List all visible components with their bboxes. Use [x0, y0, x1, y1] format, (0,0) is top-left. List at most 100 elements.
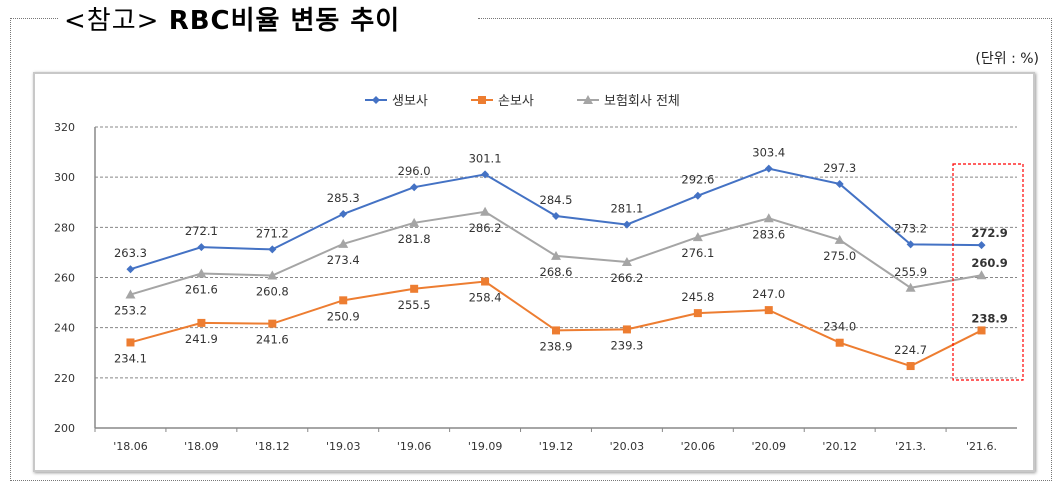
x-tick-label: '20.09 [752, 440, 787, 453]
title-text: RBC비율 변동 추이 [168, 6, 401, 36]
data-point [339, 210, 348, 219]
data-label: 275.0 [823, 249, 856, 263]
data-label: 241.9 [185, 332, 218, 346]
x-tick-label: '19.03 [326, 440, 361, 453]
data-point [977, 241, 986, 250]
legend-label: 보험회사 전체 [604, 94, 680, 109]
frame-top-left [10, 18, 60, 19]
data-point [552, 326, 560, 335]
data-point [764, 306, 773, 315]
data-label: 281.1 [610, 202, 643, 216]
data-label: 272.1 [185, 224, 218, 238]
data-point [197, 243, 206, 252]
data-label: 301.1 [469, 151, 502, 165]
x-tick-label: '18.09 [184, 440, 219, 453]
data-point [622, 325, 631, 334]
data-point [622, 220, 631, 229]
data-point [693, 191, 702, 200]
data-label: 255.5 [398, 298, 431, 312]
legend-label: 손보사 [498, 94, 534, 109]
data-point [126, 338, 135, 347]
data-point [480, 206, 491, 216]
data-point [692, 232, 703, 242]
x-tick-label: '20.12 [822, 440, 857, 453]
data-point [552, 212, 560, 221]
data-label: 273.4 [327, 253, 360, 267]
data-point [764, 164, 773, 173]
data-label: 238.9 [540, 339, 573, 353]
data-label: 272.9 [971, 226, 1007, 240]
data-point [268, 245, 277, 254]
y-tick-label: 260 [54, 272, 75, 285]
data-point [409, 217, 420, 227]
y-tick-label: 240 [54, 322, 75, 335]
data-point [834, 234, 845, 244]
y-tick-label: 300 [54, 171, 75, 184]
y-tick-label: 320 [54, 121, 75, 134]
data-label: 283.6 [752, 227, 785, 241]
data-point [835, 338, 844, 347]
title-prefix: <참고> [64, 6, 160, 36]
x-tick-label: '19.09 [468, 440, 503, 453]
data-point [906, 362, 915, 371]
data-point [268, 319, 277, 328]
data-label: 263.3 [114, 246, 147, 260]
data-label: 241.6 [256, 333, 289, 347]
data-label: 284.5 [540, 193, 573, 207]
x-tick-label: '19.06 [397, 440, 432, 453]
data-label: 261.6 [185, 282, 218, 296]
data-point [621, 256, 632, 266]
data-point [551, 250, 561, 260]
data-label: 297.3 [823, 161, 856, 175]
data-label: 224.7 [894, 343, 927, 357]
data-label: 260.9 [971, 256, 1007, 270]
data-label: 234.0 [823, 320, 856, 334]
x-tick-label: '21.6. [966, 440, 997, 453]
data-label: 273.2 [894, 221, 927, 235]
data-label: 303.4 [752, 146, 785, 160]
data-label: 239.3 [610, 338, 643, 352]
chart-box [33, 72, 1035, 472]
data-point [410, 284, 419, 293]
data-label: 281.8 [398, 232, 431, 246]
data-point [835, 179, 844, 188]
data-label: 276.1 [681, 246, 714, 260]
data-point [481, 277, 490, 286]
data-label: 247.0 [752, 287, 785, 301]
data-label: 260.8 [256, 284, 289, 298]
legend-marker [583, 95, 593, 104]
data-label: 238.9 [971, 311, 1007, 325]
data-point [906, 240, 915, 249]
page-title: <참고> RBC비율 변동 추이 [58, 0, 407, 37]
x-tick-label: '21.3. [895, 440, 926, 453]
x-tick-label: '19.12 [539, 440, 574, 453]
frame [10, 18, 1052, 481]
data-label: 292.6 [681, 173, 714, 187]
data-point [125, 289, 136, 299]
data-point [338, 238, 349, 248]
y-tick-label: 280 [54, 221, 75, 234]
data-point [410, 183, 419, 192]
data-point [126, 265, 135, 274]
data-label: 285.3 [327, 191, 360, 205]
data-label: 268.6 [540, 265, 573, 279]
x-tick-label: '20.03 [610, 440, 645, 453]
unit-label: (단위 : %) [975, 51, 1039, 67]
data-label: 271.2 [256, 226, 289, 240]
data-point [339, 296, 348, 305]
data-label: 245.8 [681, 290, 714, 304]
data-point [196, 268, 207, 278]
data-point [763, 213, 774, 223]
data-point [197, 318, 206, 327]
data-label: 255.9 [894, 265, 927, 279]
data-label: 296.0 [398, 164, 431, 178]
data-point [481, 170, 490, 179]
frame-top-right [478, 18, 1052, 19]
legend-marker [372, 96, 380, 104]
data-point [267, 270, 278, 280]
data-label: 250.9 [327, 309, 360, 323]
data-point [905, 282, 916, 292]
x-tick-label: '18.06 [113, 440, 148, 453]
x-tick-label: '20.06 [681, 440, 716, 453]
data-point [977, 326, 986, 335]
